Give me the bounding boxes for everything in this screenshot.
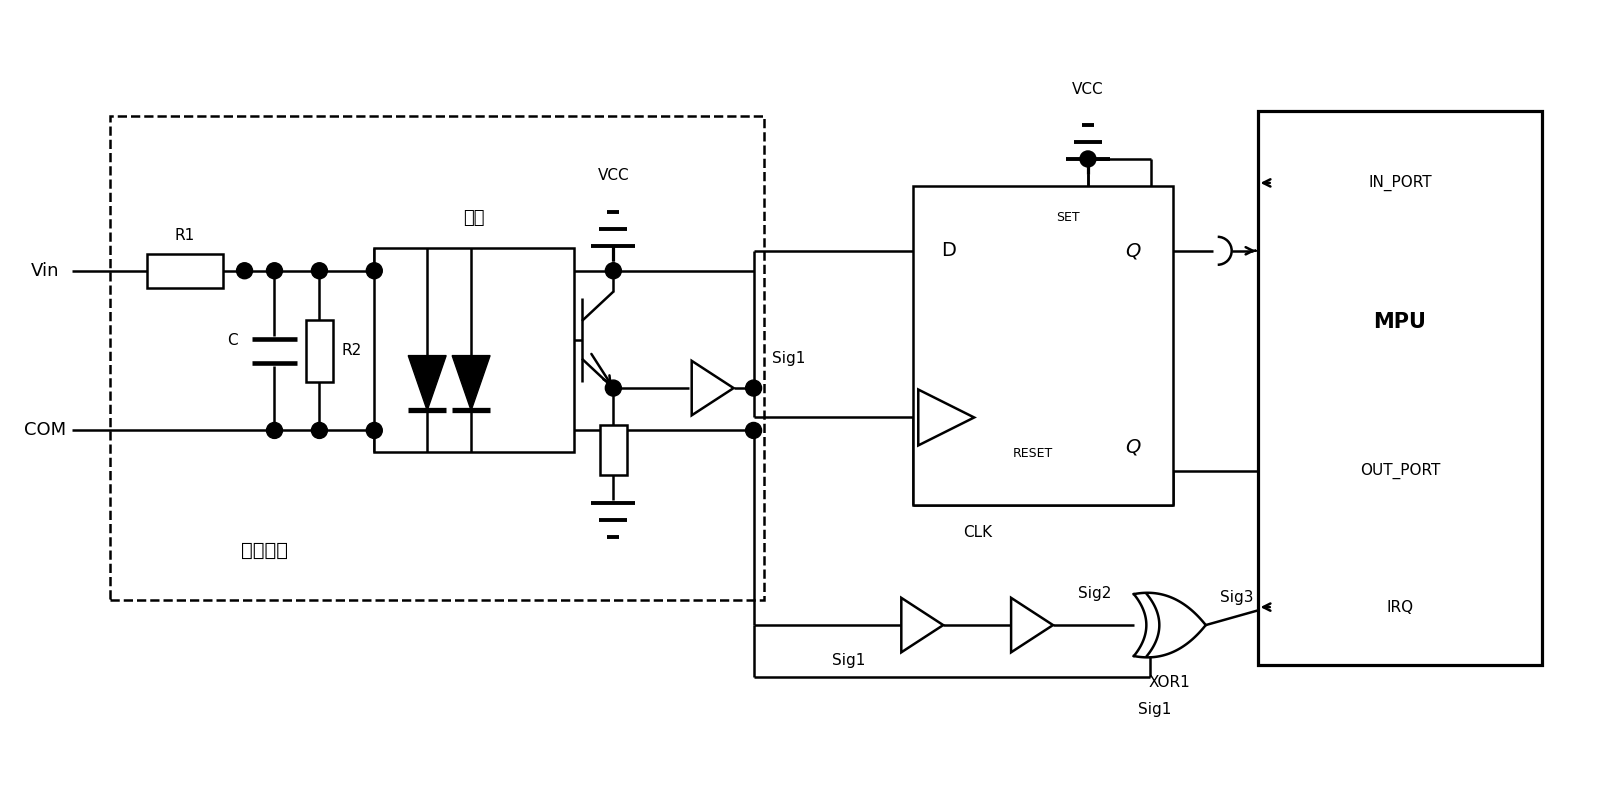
Circle shape xyxy=(605,263,621,279)
Bar xyxy=(147,254,222,288)
Circle shape xyxy=(366,422,382,438)
Text: 隔离电路: 隔离电路 xyxy=(241,541,287,560)
Text: 光耦: 光耦 xyxy=(463,209,485,227)
Circle shape xyxy=(1080,151,1096,167)
Text: VCC: VCC xyxy=(597,168,629,183)
Circle shape xyxy=(366,263,382,279)
Text: IN_PORT: IN_PORT xyxy=(1369,175,1431,191)
Text: R1: R1 xyxy=(174,228,195,244)
Circle shape xyxy=(605,380,621,396)
Circle shape xyxy=(746,422,762,438)
Text: XOR1: XOR1 xyxy=(1148,675,1191,690)
Text: Sig2: Sig2 xyxy=(1078,586,1112,601)
Text: MPU: MPU xyxy=(1373,312,1426,332)
Text: CLK: CLK xyxy=(963,525,993,540)
Text: R2: R2 xyxy=(342,343,361,358)
Text: Sig3: Sig3 xyxy=(1220,590,1254,605)
Polygon shape xyxy=(901,598,944,652)
Circle shape xyxy=(746,380,762,396)
Polygon shape xyxy=(1011,598,1052,652)
Polygon shape xyxy=(692,360,733,416)
Text: Sig1: Sig1 xyxy=(832,653,866,667)
Circle shape xyxy=(311,422,327,438)
Bar xyxy=(600,425,628,475)
Text: C: C xyxy=(227,333,238,348)
Polygon shape xyxy=(918,389,974,445)
Text: Sig1: Sig1 xyxy=(1139,702,1172,718)
Text: SET: SET xyxy=(1056,211,1080,224)
Text: Sig1: Sig1 xyxy=(771,351,805,365)
Circle shape xyxy=(267,422,283,438)
Text: IRQ: IRQ xyxy=(1386,600,1413,614)
Bar xyxy=(913,186,1172,505)
Text: OUT_PORT: OUT_PORT xyxy=(1359,463,1440,479)
Bar xyxy=(374,248,573,453)
Text: Q: Q xyxy=(1126,241,1140,260)
Text: D: D xyxy=(941,241,955,260)
Text: Q: Q xyxy=(1126,438,1140,457)
Polygon shape xyxy=(452,356,490,410)
Circle shape xyxy=(267,263,283,279)
Bar xyxy=(307,320,332,381)
Circle shape xyxy=(236,263,252,279)
Polygon shape xyxy=(409,356,446,410)
Circle shape xyxy=(311,263,327,279)
Bar xyxy=(110,116,763,600)
Text: Vin: Vin xyxy=(30,262,59,280)
Text: RESET: RESET xyxy=(1012,447,1052,460)
Text: VCC: VCC xyxy=(1072,82,1104,97)
Bar xyxy=(1258,111,1543,665)
Text: COM: COM xyxy=(24,421,65,440)
